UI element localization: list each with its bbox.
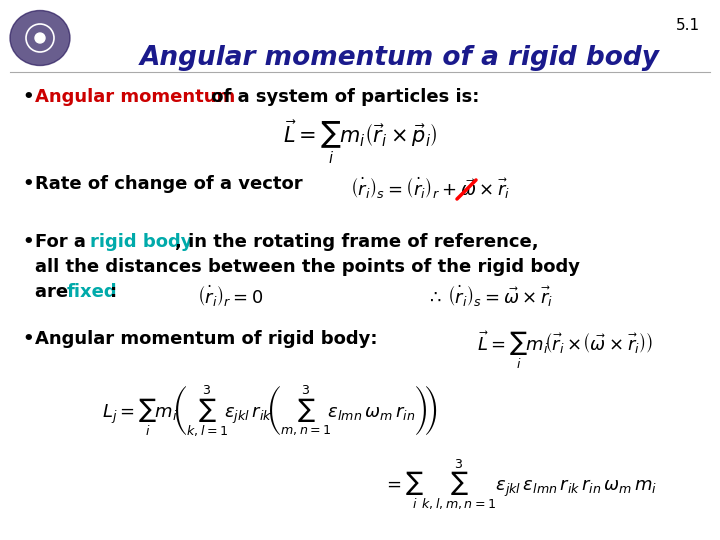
Text: fixed: fixed (67, 283, 117, 301)
Text: of a system of particles is:: of a system of particles is: (205, 88, 480, 106)
Text: Angular momentum of a rigid body: Angular momentum of a rigid body (140, 45, 660, 71)
Text: •: • (22, 88, 34, 106)
Text: •: • (22, 175, 34, 193)
Ellipse shape (10, 10, 70, 65)
Text: Angular momentum of rigid body:: Angular momentum of rigid body: (35, 330, 377, 348)
Text: For a: For a (35, 233, 92, 251)
Text: Angular momentum: Angular momentum (35, 88, 235, 106)
Text: $\vec{L}=\sum_i m_i\left(\vec{r}_i\times\vec{p}_i\right)$: $\vec{L}=\sum_i m_i\left(\vec{r}_i\times… (283, 118, 437, 166)
Text: $\left(\dot{r}_i\right)_r = 0$: $\left(\dot{r}_i\right)_r = 0$ (197, 283, 264, 308)
Text: all the distances between the points of the rigid body: all the distances between the points of … (35, 258, 580, 276)
Text: :: : (110, 283, 117, 301)
Circle shape (35, 33, 45, 43)
Text: $\vec{L}=\sum_i m_i\!\left(\vec{r}_i\times\!\left(\vec{\omega}\times\vec{r}_i\ri: $\vec{L}=\sum_i m_i\!\left(\vec{r}_i\tim… (477, 330, 653, 371)
Text: 5.1: 5.1 (676, 18, 700, 33)
Text: are: are (35, 283, 74, 301)
Text: rigid body: rigid body (90, 233, 192, 251)
Text: , in the rotating frame of reference,: , in the rotating frame of reference, (175, 233, 539, 251)
Text: $\therefore\,\left(\dot{r}_i\right)_s = \vec{\omega}\times\vec{r}_i$: $\therefore\,\left(\dot{r}_i\right)_s = … (426, 283, 554, 308)
Text: •: • (22, 233, 34, 251)
Text: •: • (22, 330, 34, 348)
Text: $\left(\dot{r}_i\right)_s = \left(\dot{r}_i\right)_r + \vec{\omega}\times\vec{r}: $\left(\dot{r}_i\right)_s = \left(\dot{r… (350, 175, 510, 200)
Text: $=\sum_i\sum_{k,l,m,n=1}^{3}\varepsilon_{jkl}\,\varepsilon_{lmn}\,r_{ik}\,r_{in}: $=\sum_i\sum_{k,l,m,n=1}^{3}\varepsilon_… (383, 458, 657, 512)
Text: $L_j = \sum_i m_i\!\left(\sum_{k,l=1}^{3}\!\varepsilon_{jkl}\,r_{ik}\!\left(\sum: $L_j = \sum_i m_i\!\left(\sum_{k,l=1}^{3… (102, 383, 438, 438)
Text: Rate of change of a vector: Rate of change of a vector (35, 175, 302, 193)
